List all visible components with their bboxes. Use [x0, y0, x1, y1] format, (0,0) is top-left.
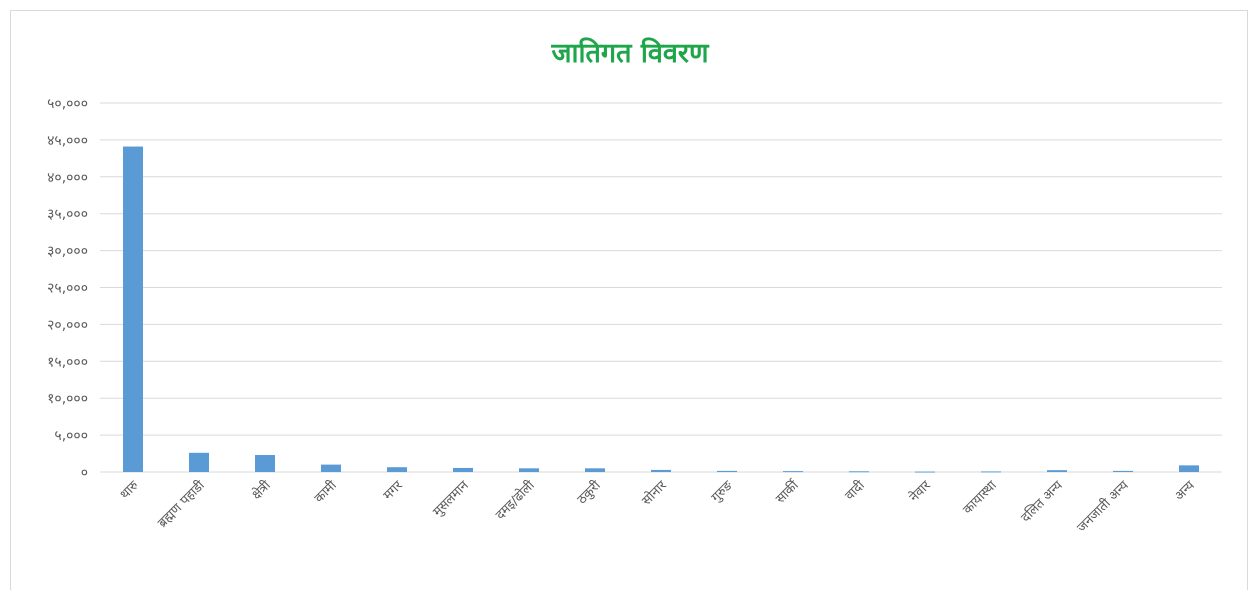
x-tick-label: गुरुङ [709, 478, 737, 506]
y-tick-label: २५,००० [47, 281, 88, 297]
bar [123, 146, 143, 473]
bar [1113, 470, 1133, 472]
bar [783, 471, 803, 473]
y-tick-label: २०,००० [47, 317, 88, 333]
bar [981, 471, 1001, 473]
y-axis-ticks: ० ५,००० १०,००० १५,००० २०,००० २५,००० ३०,००० ३५,०… [47, 96, 88, 481]
bar [189, 452, 209, 472]
x-tick-label: कामी [311, 477, 340, 506]
y-tick-label: ० [81, 465, 88, 481]
y-tick-label: १५,००० [47, 354, 88, 370]
x-tick-label: कायास्था [960, 478, 1000, 518]
chart-title: जातिगत विवरण [551, 37, 710, 69]
x-tick-label: मुसलमान [430, 478, 472, 520]
x-tick-label: थारु [117, 478, 142, 503]
x-tick-label: मगर [381, 478, 407, 504]
y-tick-label: ५०,००० [47, 96, 88, 112]
x-tick-label: नेवार [906, 477, 934, 505]
x-tick-label: वादी [842, 477, 869, 504]
bar [1047, 470, 1067, 472]
bar [1179, 465, 1199, 472]
y-tick-label: १०,००० [47, 391, 88, 407]
y-tick-label: ३५,००० [47, 207, 88, 223]
bar [387, 467, 407, 472]
x-tick-label: क्षेत्री [248, 477, 274, 503]
y-tick-label: ३०,००० [47, 244, 88, 260]
bar [915, 471, 935, 473]
bar [717, 470, 737, 472]
bar [651, 469, 671, 472]
y-tick-label: ४५,००० [47, 133, 88, 149]
x-tick-label: दमइ/ढोली [492, 477, 538, 523]
bars [123, 146, 1199, 473]
bar [519, 468, 539, 472]
bar [453, 467, 473, 472]
chart-frame [10, 10, 1248, 590]
x-tick-label: सोनार [639, 477, 671, 509]
bar [585, 468, 605, 472]
x-tick-label: दलित अन्य [1018, 477, 1066, 525]
x-tick-label: जनजाती अन्य [1074, 477, 1132, 535]
bar [255, 455, 275, 472]
bar [849, 471, 869, 473]
x-axis-ticks: थारु ब्रह्मण पहाडी क्षेत्री कामी मगर मुसलमान द… [117, 477, 1198, 536]
x-tick-label: ब्रह्मण पहाडी [155, 477, 209, 531]
y-tick-label: ५,००० [54, 428, 88, 444]
x-tick-label: अन्य [1172, 478, 1198, 504]
x-tick-label: ठकुरी [574, 477, 604, 507]
x-tick-label: सार्की [772, 477, 802, 507]
bar [321, 464, 341, 472]
gridlines [100, 102, 1222, 473]
y-tick-label: ४०,००० [47, 170, 88, 186]
